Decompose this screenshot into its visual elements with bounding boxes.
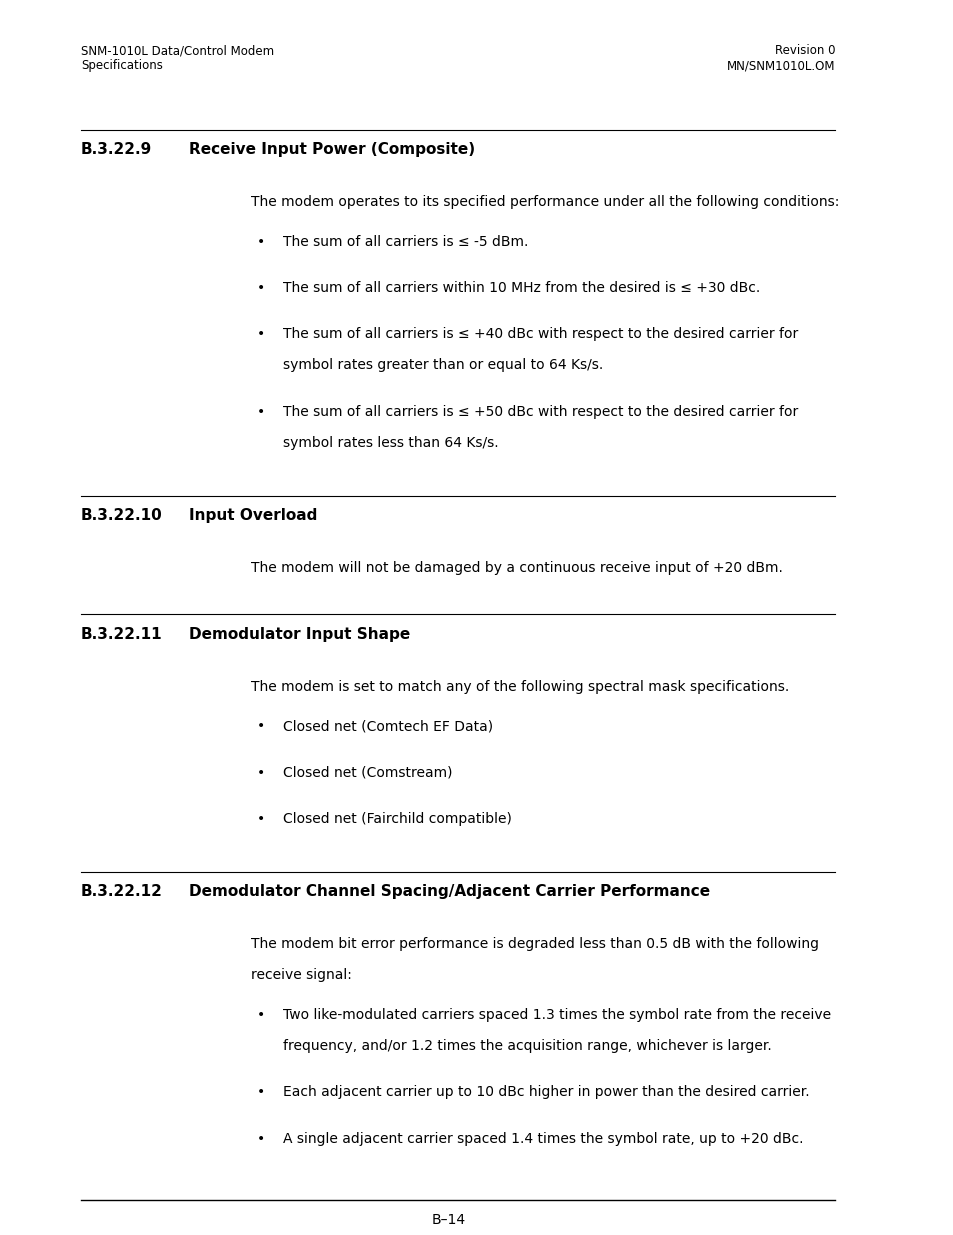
Text: •: • xyxy=(256,327,265,341)
Text: symbol rates greater than or equal to 64 Ks/s.: symbol rates greater than or equal to 64… xyxy=(282,358,602,373)
Text: Closed net (Fairchild compatible): Closed net (Fairchild compatible) xyxy=(282,811,511,826)
Text: •: • xyxy=(256,405,265,419)
Text: The sum of all carriers is ≤ +50 dBc with respect to the desired carrier for: The sum of all carriers is ≤ +50 dBc wit… xyxy=(282,405,798,419)
Text: Receive Input Power (Composite): Receive Input Power (Composite) xyxy=(189,142,475,157)
Text: Each adjacent carrier up to 10 dBc higher in power than the desired carrier.: Each adjacent carrier up to 10 dBc highe… xyxy=(282,1086,809,1099)
Text: The modem is set to match any of the following spectral mask specifications.: The modem is set to match any of the fol… xyxy=(252,680,789,694)
Text: Two like-modulated carriers spaced 1.3 times the symbol rate from the receive: Two like-modulated carriers spaced 1.3 t… xyxy=(282,1008,830,1021)
Text: Specifications: Specifications xyxy=(81,59,163,73)
Text: The sum of all carriers is ≤ +40 dBc with respect to the desired carrier for: The sum of all carriers is ≤ +40 dBc wit… xyxy=(282,327,798,341)
Text: •: • xyxy=(256,719,265,734)
Text: B.3.22.12: B.3.22.12 xyxy=(81,884,163,899)
Text: •: • xyxy=(256,1008,265,1021)
Text: Revision 0: Revision 0 xyxy=(774,44,834,58)
Text: •: • xyxy=(256,282,265,295)
Text: A single adjacent carrier spaced 1.4 times the symbol rate, up to +20 dBc.: A single adjacent carrier spaced 1.4 tim… xyxy=(282,1131,802,1146)
Text: •: • xyxy=(256,811,265,826)
Text: frequency, and/or 1.2 times the acquisition range, whichever is larger.: frequency, and/or 1.2 times the acquisit… xyxy=(282,1039,771,1053)
Text: MN/SNM1010L.OM: MN/SNM1010L.OM xyxy=(726,59,834,73)
Text: The sum of all carriers is ≤ -5 dBm.: The sum of all carriers is ≤ -5 dBm. xyxy=(282,235,528,248)
Text: •: • xyxy=(256,235,265,248)
Text: •: • xyxy=(256,766,265,779)
Text: •: • xyxy=(256,1131,265,1146)
Text: receive signal:: receive signal: xyxy=(252,968,352,983)
Text: B–14: B–14 xyxy=(432,1213,466,1226)
Text: Closed net (Comtech EF Data): Closed net (Comtech EF Data) xyxy=(282,719,493,734)
Text: symbol rates less than 64 Ks/s.: symbol rates less than 64 Ks/s. xyxy=(282,436,498,450)
Text: The modem will not be damaged by a continuous receive input of +20 dBm.: The modem will not be damaged by a conti… xyxy=(252,561,782,576)
Text: Closed net (Comstream): Closed net (Comstream) xyxy=(282,766,452,779)
Text: Demodulator Input Shape: Demodulator Input Shape xyxy=(189,626,410,642)
Text: Input Overload: Input Overload xyxy=(189,508,316,522)
Text: The modem bit error performance is degraded less than 0.5 dB with the following: The modem bit error performance is degra… xyxy=(252,937,819,951)
Text: SNM-1010L Data/Control Modem: SNM-1010L Data/Control Modem xyxy=(81,44,274,58)
Text: Demodulator Channel Spacing/Adjacent Carrier Performance: Demodulator Channel Spacing/Adjacent Car… xyxy=(189,884,709,899)
Text: B.3.22.10: B.3.22.10 xyxy=(81,508,162,522)
Text: The modem operates to its specified performance under all the following conditio: The modem operates to its specified perf… xyxy=(252,195,839,210)
Text: •: • xyxy=(256,1086,265,1099)
Text: B.3.22.11: B.3.22.11 xyxy=(81,626,162,642)
Text: The sum of all carriers within 10 MHz from the desired is ≤ +30 dBc.: The sum of all carriers within 10 MHz fr… xyxy=(282,282,760,295)
Text: B.3.22.9: B.3.22.9 xyxy=(81,142,152,157)
